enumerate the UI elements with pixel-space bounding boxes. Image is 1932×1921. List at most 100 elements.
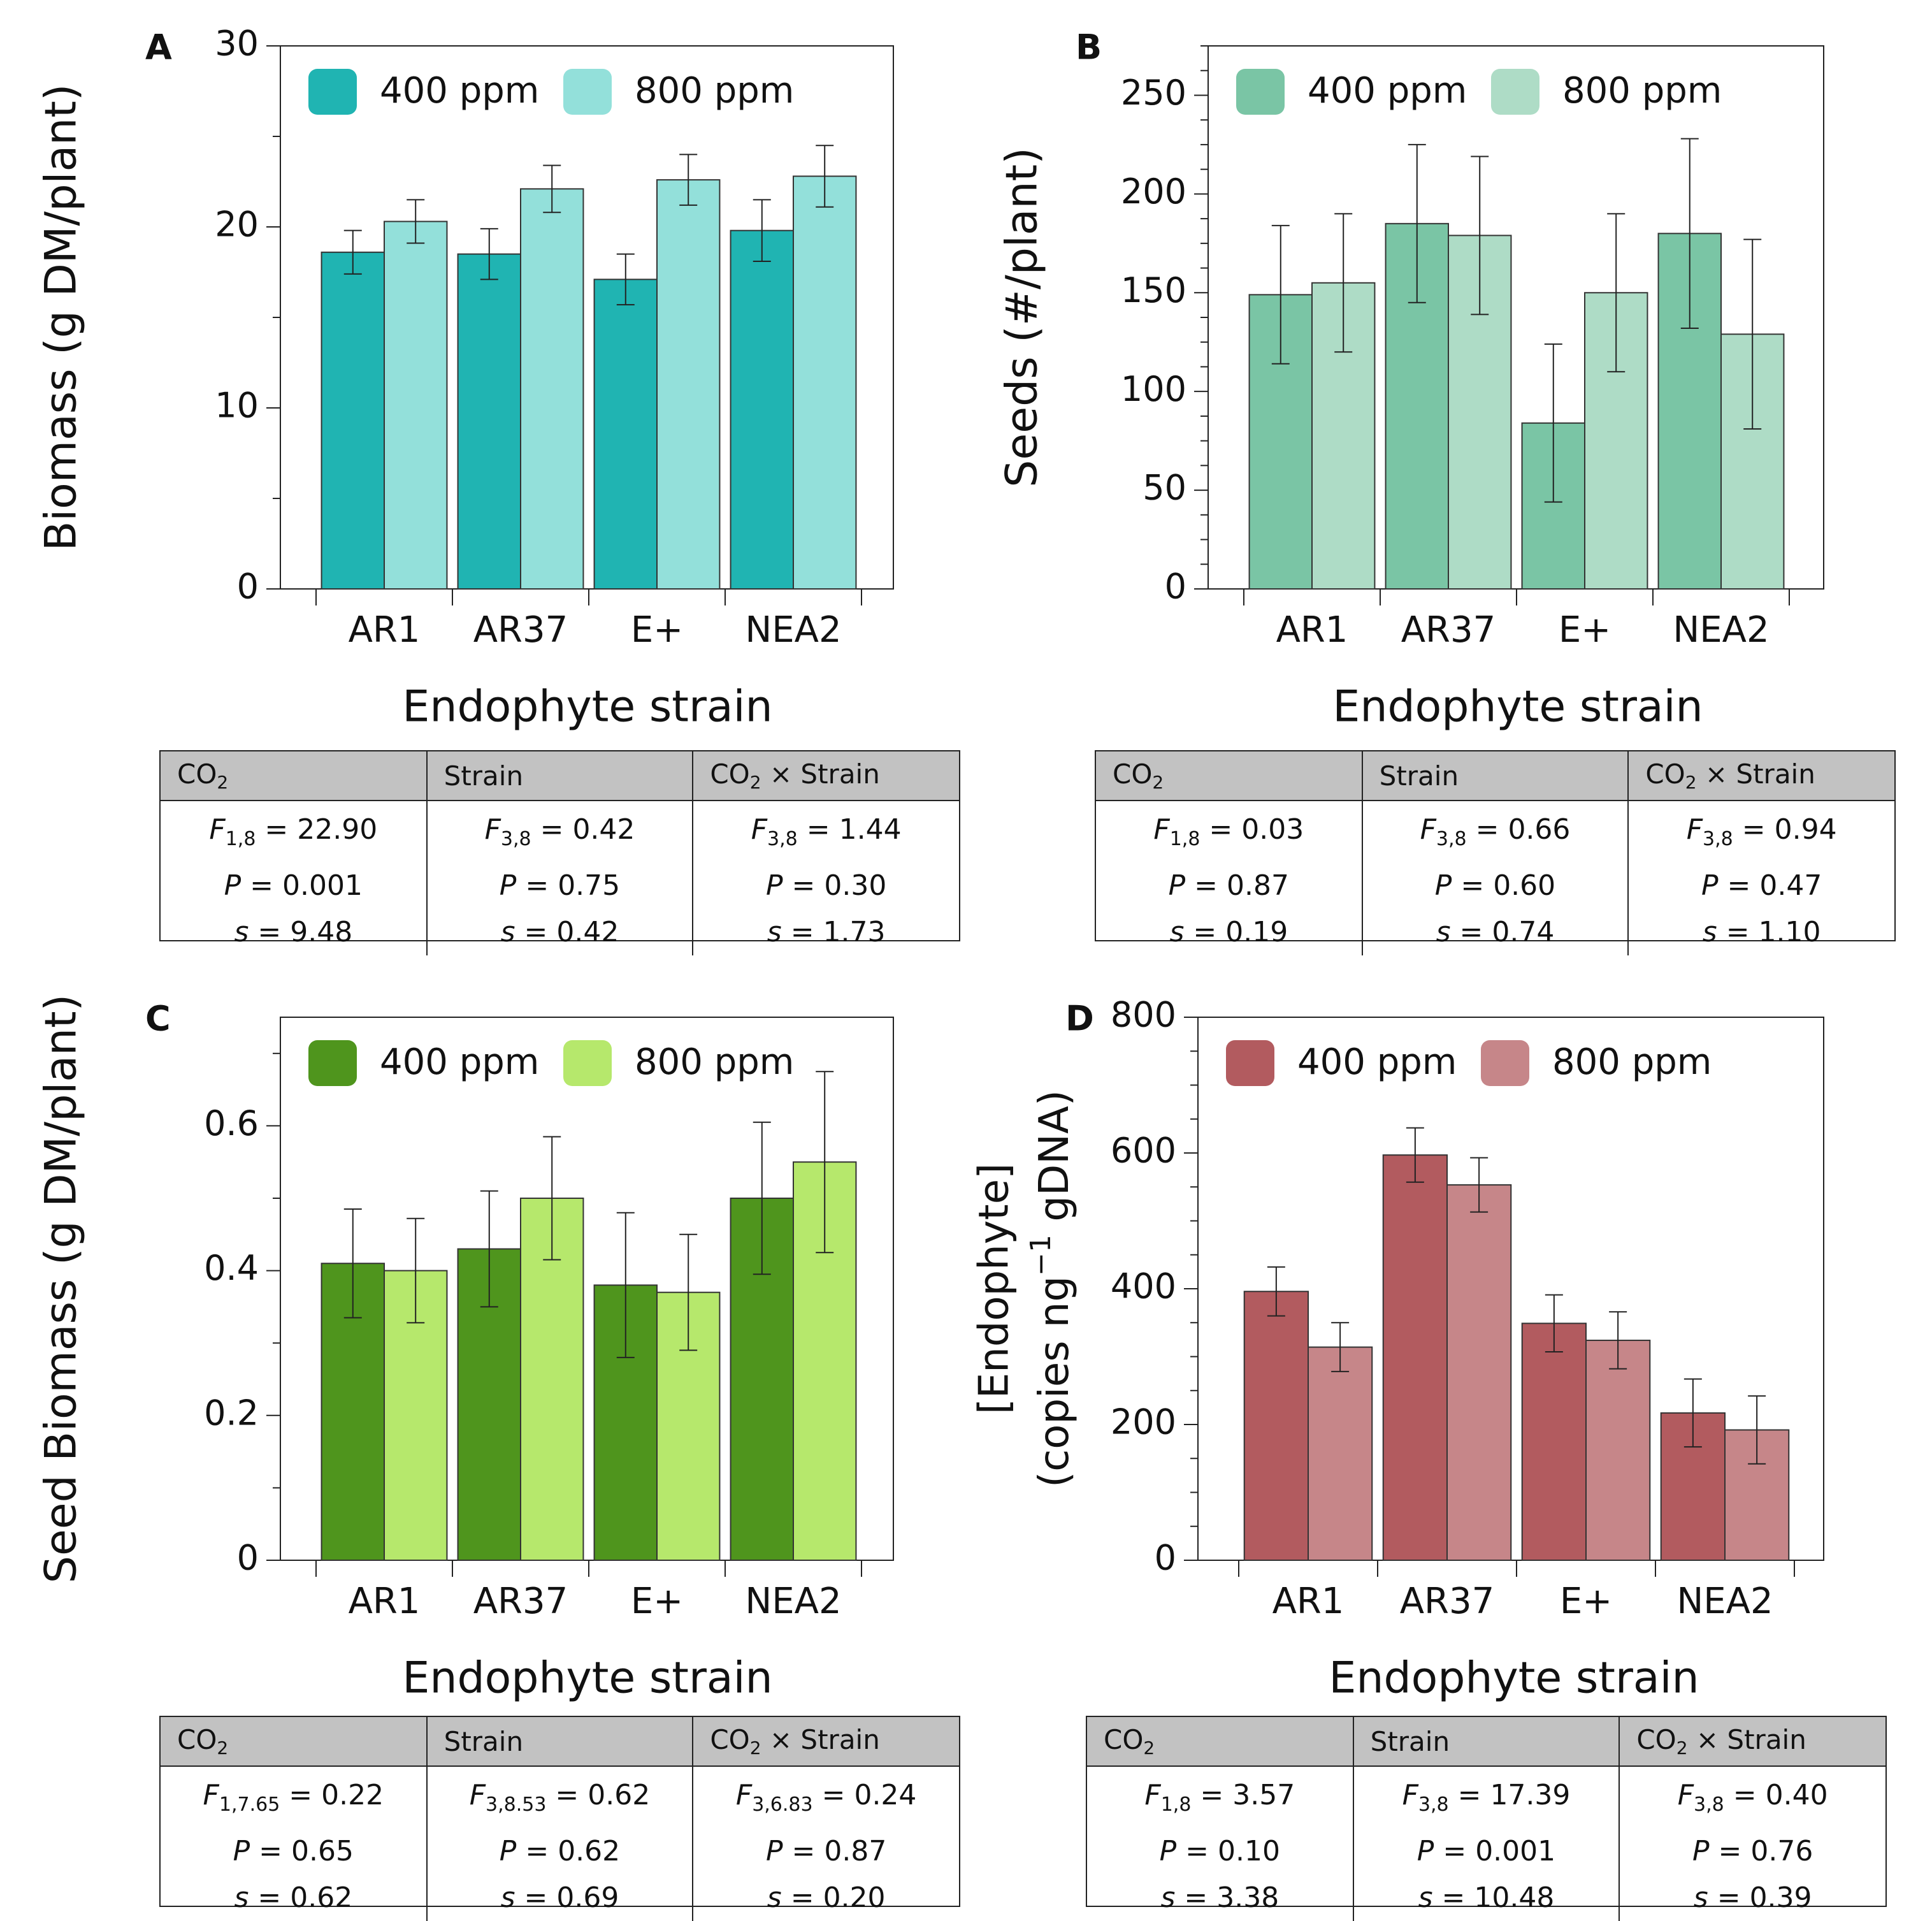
y-tick-label: 0 — [237, 567, 259, 607]
y-axis-label: Seed Biomass (g DM/plant) — [36, 994, 87, 1583]
s-value: s = 10.48 — [1418, 1881, 1555, 1914]
x-axis-label: Endophyte strain — [1329, 1653, 1699, 1704]
bar-800-ar37 — [520, 188, 584, 590]
header-interaction: CO2 × Strain — [692, 1717, 959, 1767]
bar-800-ar1 — [384, 221, 448, 590]
y-tick-label: 200 — [1121, 171, 1186, 212]
ylabel-superscript: −1 — [1025, 1235, 1057, 1276]
bar-800-ar1 — [1308, 1346, 1373, 1562]
legend-label: 400 ppm — [380, 70, 539, 112]
panel-label: C — [145, 999, 171, 1039]
stats-cell: F3,8 = 0.94 P = 0.47 s = 1.10 — [1627, 801, 1894, 955]
x-tick-label: AR1 — [1272, 1581, 1344, 1622]
s-value: s = 0.42 — [500, 916, 619, 948]
header-interaction: CO2 × Strain — [1627, 751, 1894, 801]
header-co2: CO2 — [1096, 751, 1362, 801]
f-stat: F3,8 = 0.94 — [1686, 813, 1837, 850]
header-strain: Strain — [1352, 1717, 1620, 1767]
legend-label: 800 ppm — [1552, 1041, 1712, 1083]
bar-400-ar1 — [1243, 1291, 1309, 1561]
bar-800-eplus — [656, 179, 721, 590]
x-axis-label: Endophyte strain — [402, 682, 772, 732]
bar-400-ar37 — [457, 1248, 521, 1562]
legend-label: 800 ppm — [635, 70, 794, 112]
f-stat: F3,8 = 1.44 — [751, 813, 902, 850]
bar-800-nea2 — [793, 175, 857, 590]
p-value: P = 0.65 — [233, 1835, 354, 1867]
legend-label: 400 ppm — [1297, 1041, 1457, 1083]
legend-label: 400 ppm — [380, 1041, 539, 1083]
p-value: P = 0.60 — [1434, 869, 1556, 902]
y-tick-label: 200 — [1111, 1402, 1176, 1442]
bar-800-ar37 — [1446, 1184, 1512, 1562]
x-tick-label: E+ — [1559, 609, 1611, 651]
x-tick-label: AR37 — [473, 609, 568, 651]
y-axis-label-line2: (copies ng−1 gDNA) — [1025, 1090, 1078, 1488]
y-tick-label: 150 — [1121, 270, 1186, 310]
y-tick-label: 0 — [1165, 567, 1186, 607]
x-tick-label: E+ — [631, 609, 683, 651]
legend-swatch-800 — [563, 1040, 612, 1086]
f-stat: F1,8 = 22.90 — [209, 813, 378, 850]
x-tick-label: E+ — [1560, 1581, 1612, 1622]
legend-swatch-400 — [1236, 69, 1285, 115]
x-tick-label: NEA2 — [1676, 1581, 1773, 1622]
legend-label: 800 ppm — [635, 1041, 794, 1083]
stats-cell: F1,7.65 = 0.22 P = 0.65 s = 0.62 — [161, 1766, 427, 1921]
header-co2: CO2 — [161, 751, 427, 801]
y-tick-label: 600 — [1111, 1131, 1176, 1171]
f-stat: F3,8 = 0.40 — [1677, 1779, 1828, 1816]
stats-grid: CO2 Strain CO2 × Strain F1,8 = 0.03 P = 0.87… — [1096, 751, 1894, 955]
y-tick-label: 400 — [1111, 1266, 1176, 1307]
p-value: P = 0.76 — [1692, 1835, 1813, 1867]
ylabel-part: (copies ng — [1031, 1276, 1078, 1488]
p-value: P = 0.10 — [1159, 1835, 1280, 1867]
stats-cell: F1,8 = 0.03 P = 0.87 s = 0.19 — [1096, 801, 1362, 955]
stats-cell: F3,8 = 0.40 P = 0.76 s = 0.39 — [1618, 1766, 1885, 1921]
bar-800-eplus — [1585, 1339, 1651, 1561]
x-tick-label: NEA2 — [745, 609, 841, 651]
header-interaction: CO2 × Strain — [692, 751, 959, 801]
f-stat: F3,8 = 17.39 — [1402, 1779, 1571, 1816]
panel-label: B — [1076, 27, 1102, 68]
chart-panel-d: D 0 200 400 600 800 AR1 AR37 E+ NEA2 400 ppm 800 pp… — [971, 995, 1824, 1704]
legend-label: 400 ppm — [1308, 70, 1467, 112]
y-tick-label: 0.6 — [204, 1103, 259, 1143]
panel-label: D — [1065, 999, 1094, 1039]
s-value: s = 0.20 — [767, 1881, 886, 1914]
x-tick-label: E+ — [631, 1581, 683, 1622]
p-value: P = 0.47 — [1701, 869, 1822, 902]
y-tick-label: 0.2 — [204, 1393, 259, 1433]
x-tick-label: AR1 — [1276, 609, 1348, 651]
stats-cell: F3,8 = 0.42 P = 0.75 s = 0.42 — [426, 801, 693, 955]
y-tick-label: 0 — [1155, 1538, 1176, 1578]
s-value: s = 0.74 — [1436, 916, 1555, 948]
x-tick-label: AR37 — [1401, 609, 1496, 651]
y-axis-label-line1: [Endophyte] — [971, 1163, 1018, 1414]
stats-grid: CO2 Strain CO2 × Strain F1,8 = 3.57 P = 0.10… — [1087, 1717, 1885, 1921]
bar-400-ar37 — [1382, 1154, 1448, 1561]
x-tick-label: AR37 — [1400, 1581, 1494, 1622]
stats-cell: F3,8 = 1.44 P = 0.30 s = 1.73 — [692, 801, 959, 955]
x-axis-label: Endophyte strain — [1332, 682, 1703, 732]
y-tick-label: 100 — [1121, 369, 1186, 409]
bar-400-eplus — [593, 279, 658, 590]
f-stat: F1,8 = 3.57 — [1144, 1779, 1295, 1816]
stats-cell: F3,8 = 17.39 P = 0.001 s = 10.48 — [1352, 1766, 1620, 1921]
s-value: s = 1.73 — [767, 916, 886, 948]
bar-400-nea2 — [730, 229, 795, 590]
y-tick-label: 250 — [1121, 73, 1186, 113]
header-co2: CO2 — [161, 1717, 427, 1767]
stats-cell: F1,8 = 22.90 P = 0.001 s = 9.48 — [161, 801, 427, 955]
bar-400-ar1 — [321, 251, 385, 590]
y-axis-label: Seeds (#/plant) — [997, 147, 1048, 487]
f-stat: F1,7.65 = 0.22 — [203, 1779, 384, 1816]
bar-400-eplus — [1521, 1323, 1587, 1561]
s-value: s = 0.62 — [234, 1881, 353, 1914]
stats-cell: F1,8 = 3.57 P = 0.10 s = 3.38 — [1087, 1766, 1353, 1921]
f-stat: F3,8 = 0.42 — [484, 813, 635, 850]
s-value: s = 3.38 — [1160, 1881, 1280, 1914]
legend-swatch-800 — [1491, 69, 1539, 115]
p-value: P = 0.87 — [765, 1835, 887, 1867]
header-strain: Strain — [1361, 751, 1629, 801]
